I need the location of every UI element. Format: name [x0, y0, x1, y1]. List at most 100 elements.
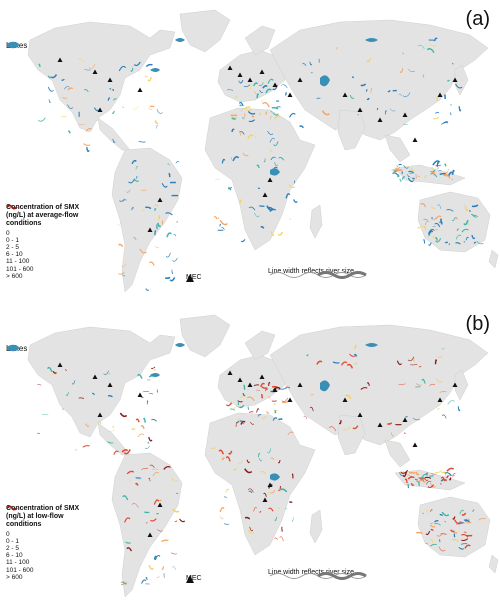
river-segment — [349, 353, 356, 357]
river-segment — [224, 523, 230, 525]
river-segment — [446, 467, 455, 472]
river-segment — [303, 415, 308, 419]
river-segment — [62, 97, 68, 99]
river-width-wave-icon — [269, 271, 367, 279]
landmass-australia — [417, 496, 491, 558]
river-segment — [452, 62, 454, 65]
river-segment — [249, 526, 254, 532]
river-segment — [447, 400, 455, 405]
river-segment — [441, 414, 447, 419]
river-segment — [254, 212, 260, 217]
river-segment — [423, 239, 426, 244]
river-segment — [464, 206, 469, 212]
river-segment — [83, 143, 91, 146]
river-segment — [407, 174, 410, 178]
river-segment — [171, 269, 174, 274]
river-segment — [446, 209, 454, 212]
river-segment — [398, 383, 406, 385]
river-segment — [352, 425, 359, 430]
river-segment — [396, 165, 398, 168]
mec-marker — [237, 72, 243, 77]
river-segment — [227, 89, 234, 91]
river-segment — [434, 523, 441, 526]
river-segment — [156, 109, 163, 114]
river-segment — [415, 471, 420, 476]
river-segment — [444, 520, 447, 523]
river-segment — [407, 476, 415, 480]
river-segment — [38, 117, 46, 122]
mec-marker — [227, 370, 233, 375]
river-segment — [266, 411, 270, 414]
river-segment — [455, 242, 461, 245]
mec-marker — [287, 92, 293, 97]
river-segment — [246, 459, 250, 464]
river-segment — [427, 484, 435, 489]
concentration-legend: Concentration of SMX (ng/L) at average-f… — [6, 204, 79, 280]
river-segment — [233, 406, 236, 409]
landmass-scandinavia — [244, 330, 276, 361]
river-segment — [145, 63, 153, 68]
river-segment — [461, 512, 467, 516]
river-segment — [471, 214, 477, 216]
river-segment — [384, 110, 387, 115]
mec-marker — [377, 422, 383, 427]
river-segment — [402, 123, 408, 126]
river-segment — [439, 514, 444, 516]
river-segment — [261, 415, 267, 419]
river-segment — [316, 360, 323, 365]
river-segment — [136, 373, 143, 379]
river-segment — [434, 222, 441, 228]
river-segment — [258, 112, 262, 116]
river-segment — [237, 418, 241, 423]
mec-marker — [147, 227, 153, 232]
river-segment — [463, 531, 467, 534]
river-segment — [131, 207, 134, 211]
triangle-icon — [186, 575, 194, 583]
concentration-legend: Concentration of SMX (ng/L) at low-flow … — [6, 505, 79, 581]
river-segment — [253, 384, 260, 387]
river-segment — [402, 52, 405, 55]
river-segment — [145, 288, 149, 291]
river-segment — [85, 423, 90, 427]
river-segment — [150, 518, 157, 522]
river-segment — [424, 476, 432, 479]
river-segment — [435, 469, 442, 474]
mec-marker — [92, 374, 98, 379]
river-segment — [269, 489, 276, 494]
river-segment — [277, 231, 284, 236]
river-segment — [443, 173, 451, 179]
river-segment — [135, 166, 139, 170]
river-segment — [285, 507, 288, 510]
river-segment — [133, 237, 137, 241]
river-segment — [47, 86, 54, 92]
mec-marker — [377, 117, 383, 122]
river-segment — [399, 472, 404, 476]
river-segment — [439, 391, 447, 393]
river-segment — [142, 209, 145, 211]
river-segment — [433, 116, 440, 120]
river-segment — [161, 566, 165, 570]
river-segment — [267, 130, 274, 135]
river-segment — [444, 472, 452, 477]
river-segment — [221, 227, 225, 230]
landmass-southeast-asia — [384, 134, 411, 163]
river-segment — [402, 471, 408, 478]
river-segment — [161, 539, 169, 543]
river-segment — [417, 224, 423, 229]
river-segment — [409, 177, 416, 179]
river-segment — [453, 519, 462, 525]
river-segment — [366, 97, 370, 101]
river-segment — [442, 121, 449, 124]
river-segment — [64, 369, 67, 372]
river-segment — [260, 382, 266, 387]
mec-marker — [157, 197, 163, 202]
river-segment — [416, 531, 423, 534]
river-segment — [280, 84, 288, 88]
river-segment — [170, 552, 178, 555]
river-segment — [146, 400, 149, 405]
river-segment — [424, 220, 430, 226]
river-segment — [436, 161, 440, 167]
river-segment — [67, 87, 74, 91]
river-segment — [121, 449, 129, 453]
river-segment — [447, 79, 450, 82]
